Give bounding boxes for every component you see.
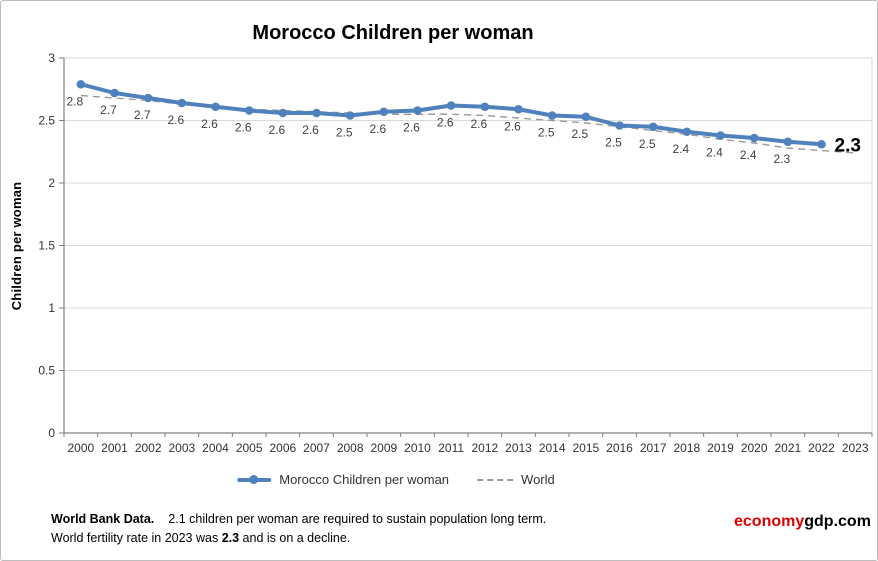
data-label: 2.6 (504, 119, 521, 133)
x-tick-label: 2018 (673, 441, 700, 455)
y-tick-label: 2 (48, 176, 55, 190)
legend-label-morocco: Morocco Children per woman (279, 472, 450, 487)
end-value-label: 2.3 (835, 135, 861, 156)
data-label: 2.6 (268, 123, 285, 137)
data-point-marker (143, 93, 153, 103)
data-point-marker (379, 107, 389, 117)
data-label: 2.6 (302, 123, 319, 137)
y-tick-label: 1.5 (38, 239, 55, 253)
x-tick-label: 2003 (168, 441, 195, 455)
data-label: 2.6 (235, 121, 252, 135)
data-point-marker (682, 127, 692, 137)
data-label: 2.6 (167, 113, 184, 127)
data-label: 2.7 (134, 108, 151, 122)
data-point-marker (446, 101, 456, 110)
footer-line-2: World fertility rate in 2023 was 2.3 and… (51, 531, 351, 545)
footer-source: World Bank Data. (51, 512, 155, 526)
data-label: 2.6 (369, 122, 386, 136)
x-tick-label: 2022 (808, 441, 835, 455)
x-tick-label: 2016 (606, 441, 633, 455)
data-point-marker (345, 111, 355, 120)
data-label: 2.8 (66, 94, 83, 108)
data-label: 2.7 (100, 103, 117, 117)
data-label: 2.4 (740, 148, 757, 162)
data-point-marker (716, 131, 725, 140)
data-label: 2.5 (538, 126, 555, 140)
data-point-marker (648, 122, 658, 132)
x-tick-label: 2001 (101, 441, 128, 455)
y-tick-label: 0.5 (38, 364, 55, 378)
data-point-marker (480, 102, 490, 112)
legend-item-morocco: Morocco Children per woman (237, 472, 449, 487)
site-logo-economy: economy (734, 513, 805, 530)
data-label: 2.6 (403, 121, 420, 135)
x-tick-label: 2009 (370, 441, 397, 455)
site-logo: economygdp.com (734, 513, 871, 531)
x-tick-label: 2020 (741, 441, 768, 455)
data-label: 2.6 (437, 116, 454, 130)
x-tick-label: 2005 (236, 441, 263, 455)
data-point-marker (211, 102, 220, 112)
x-tick-label: 2012 (471, 441, 498, 455)
data-point-marker (581, 112, 591, 122)
x-tick-label: 2017 (640, 441, 667, 455)
data-point-marker (817, 139, 826, 149)
data-point-marker (514, 104, 523, 114)
data-point-marker (110, 88, 119, 98)
x-tick-label: 2023 (842, 441, 869, 455)
x-tick-label: 2007 (303, 441, 330, 455)
data-point-marker (177, 98, 187, 108)
x-tick-label: 2013 (505, 441, 532, 455)
x-tick-label: 2021 (774, 441, 801, 455)
data-point-marker (312, 108, 321, 118)
x-tick-label: 2002 (135, 441, 162, 455)
x-tick-label: 2011 (438, 441, 464, 455)
x-tick-label: 2015 (572, 441, 599, 455)
site-logo-gdp: gdp.com (804, 513, 871, 530)
data-point-marker (547, 111, 557, 120)
data-point-marker (278, 108, 288, 118)
data-label: 2.5 (605, 136, 622, 150)
morocco-series-swatch (237, 475, 272, 484)
y-tick-label: 2.5 (38, 114, 55, 128)
morocco-line (78, 82, 824, 147)
y-tick-label: 1 (48, 301, 55, 315)
data-point-marker (413, 106, 422, 115)
legend-item-world: World (477, 472, 555, 487)
world-series-swatch (477, 478, 514, 481)
data-point-marker (749, 133, 759, 143)
x-tick-label: 2019 (707, 441, 734, 455)
plot-area: 0 0.5 1 1.5 2 2.5 3 2000 2001 2002 2003 2004 2005 200… (38, 51, 873, 455)
data-point-marker (783, 137, 793, 147)
data-point-marker (615, 121, 624, 130)
chart-title: Morocco Children per woman (252, 22, 534, 44)
chart-legend: Morocco Children per woman World (237, 472, 555, 487)
y-tick-label: 0 (48, 426, 55, 440)
data-label: 2.3 (773, 152, 790, 166)
data-label: 2.6 (201, 117, 218, 131)
legend-label-world: World (521, 472, 555, 487)
data-point-marker (244, 106, 254, 115)
data-label: 2.4 (706, 146, 723, 160)
x-tick-label: 2004 (202, 441, 229, 455)
x-tick-label: 2010 (404, 441, 431, 455)
data-label: 2.5 (336, 126, 353, 140)
x-tick-label: 2000 (67, 441, 94, 455)
x-tick-label: 2008 (337, 441, 364, 455)
footer-line-1: World Bank Data. 2.1 children per woman a… (51, 512, 547, 526)
data-label: 2.5 (571, 127, 588, 141)
data-label: 2.4 (672, 142, 689, 156)
x-tick-label: 2006 (269, 441, 296, 455)
data-point-marker (76, 79, 86, 89)
y-tick-label: 3 (48, 51, 55, 65)
data-label: 2.6 (470, 117, 487, 131)
morocco-series-marker-icon (249, 475, 259, 484)
world-line (80, 94, 856, 154)
x-tick-label: 2014 (539, 441, 566, 455)
footer-note: World Bank Data. 2.1 children per woman a… (51, 510, 546, 548)
data-label: 2.5 (639, 137, 656, 151)
